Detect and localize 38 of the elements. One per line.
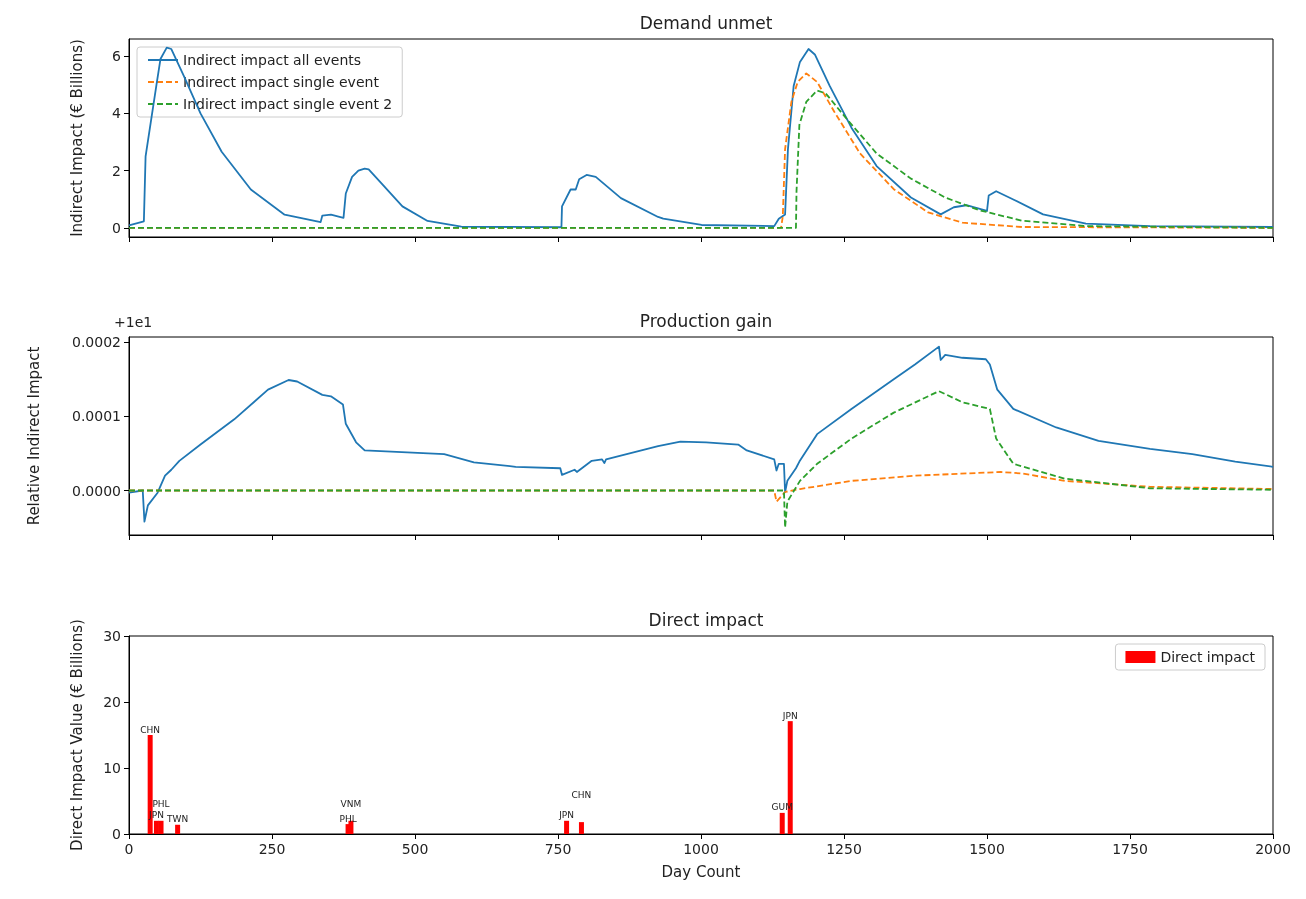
x-tick-label: 0	[124, 841, 134, 857]
y-tick-label: 20	[103, 694, 121, 710]
y-tick-label: 0.0002	[72, 334, 121, 351]
chart-title: Direct impact	[648, 609, 764, 630]
y-tick-label: 30	[103, 628, 121, 644]
data-label: VNM	[340, 799, 362, 810]
y-axis-title: Direct Impact Value (€ Billions)	[67, 619, 86, 851]
x-tick-label: 1250	[826, 841, 862, 857]
y-axis-title: Relative Indirect Impact	[24, 346, 43, 526]
data-label: PHL	[152, 799, 170, 810]
x-tick-label: 1500	[969, 841, 1005, 857]
y-tick-label: 0.0001	[72, 408, 121, 425]
legend-label: Indirect impact all events	[183, 52, 362, 68]
chart-title: Demand unmet	[639, 12, 773, 33]
text: +1e1	[114, 314, 153, 330]
y-tick-label: 2	[112, 162, 121, 179]
x-tick-label: 1750	[1112, 841, 1148, 857]
y-tick-label: 0.0000	[72, 482, 121, 499]
chart-title: Production gain	[639, 310, 773, 331]
y-tick-label: 0	[112, 826, 121, 842]
x-axis-title: Day Count	[661, 862, 741, 881]
x-tick-label: 2000	[1255, 841, 1291, 857]
y-tick-label: 6	[112, 48, 122, 65]
data-label: CHN	[140, 724, 161, 735]
x-tick-label: 500	[401, 841, 429, 857]
legend-label: Direct impact	[1160, 649, 1256, 665]
x-tick-label: 250	[258, 841, 286, 857]
data-label: JPN	[781, 710, 798, 721]
data-label: PHL	[339, 813, 357, 824]
y-tick-label: 4	[112, 105, 122, 122]
x-tick-label: 1000	[683, 841, 719, 857]
data-label: TWN	[166, 814, 189, 825]
y-axis-title: Indirect Impact (€ Billions)	[67, 39, 86, 237]
x-tick-label: 750	[544, 841, 572, 857]
data-label: CHN	[571, 789, 592, 800]
data-label: JPN	[558, 810, 574, 821]
y-tick-label: 10	[103, 760, 121, 776]
y-tick-label: 0	[112, 219, 121, 236]
